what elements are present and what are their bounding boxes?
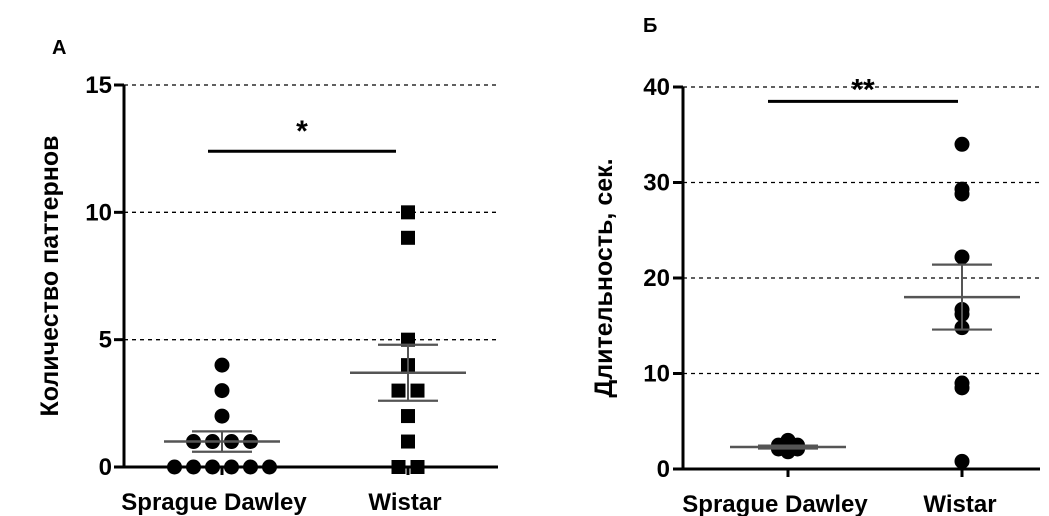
panel-b-significance-stars: ** xyxy=(851,73,875,106)
panel-b-x-label-sprague-dawley: Sprague Dawley xyxy=(682,491,868,516)
panel-b-axes xyxy=(681,87,1040,477)
panel-a-mean-sem xyxy=(164,343,466,453)
y-tick-label: 0 xyxy=(99,454,112,481)
panel-b-letter: Б xyxy=(643,15,657,37)
data-point xyxy=(401,332,415,347)
data-point xyxy=(954,453,970,469)
panel-b-x-label-wistar: Wistar xyxy=(923,491,996,516)
data-point xyxy=(954,249,970,265)
data-point xyxy=(401,409,415,424)
data-point xyxy=(410,383,425,398)
data-point xyxy=(401,434,415,449)
panel-a-data-points xyxy=(167,205,425,475)
panel-a-significance: * xyxy=(208,115,396,153)
data-point xyxy=(401,230,415,245)
data-point xyxy=(954,186,970,202)
panel-b-data-points xyxy=(771,136,970,469)
y-tick-label: 20 xyxy=(643,265,670,292)
data-point xyxy=(224,459,239,475)
data-point xyxy=(954,136,970,152)
panel-b-mean-sem xyxy=(730,263,1020,450)
data-point xyxy=(391,460,406,474)
data-point xyxy=(205,459,220,475)
data-point xyxy=(167,459,182,475)
panel-a-significance-stars: * xyxy=(296,115,308,148)
data-point xyxy=(391,383,406,398)
panel-a-gridlines xyxy=(124,84,498,341)
data-point xyxy=(243,459,258,475)
panel-b-y-axis-label: Длительность, сек. xyxy=(590,158,618,397)
y-tick-label: 0 xyxy=(657,456,670,483)
y-tick-label: 15 xyxy=(85,72,112,99)
data-point xyxy=(186,459,201,475)
data-point xyxy=(214,357,230,373)
data-point xyxy=(214,383,230,399)
panel-b-y-ticks: 0 10 20 30 40 xyxy=(643,74,683,483)
panel-a-y-ticks: 0 5 10 15 xyxy=(85,72,124,481)
data-point xyxy=(262,459,277,475)
panel-a-axes xyxy=(122,85,498,475)
panel-b-significance: ** xyxy=(768,73,958,106)
y-tick-label: 5 xyxy=(99,327,112,354)
panel-a: А Количество паттернов 0 5 10 15 * Sprague … xyxy=(36,37,498,516)
y-tick-label: 30 xyxy=(643,170,670,197)
data-point xyxy=(401,205,415,220)
panel-a-y-axis-label: Количество паттернов xyxy=(36,135,64,416)
data-point xyxy=(214,408,230,424)
data-point xyxy=(410,460,425,474)
panel-a-letter: А xyxy=(52,37,66,59)
panel-a-x-label-sprague-dawley: Sprague Dawley xyxy=(121,489,307,516)
y-tick-label: 10 xyxy=(643,361,670,388)
panel-b: Б Длительность, сек. 0 10 20 30 40 ** Spragu… xyxy=(590,15,1040,516)
panel-b-gridlines xyxy=(683,86,1040,375)
panel-a-x-label-wistar: Wistar xyxy=(368,489,441,516)
data-point xyxy=(954,380,970,396)
y-tick-label: 40 xyxy=(643,74,670,101)
y-tick-label: 10 xyxy=(85,199,112,226)
